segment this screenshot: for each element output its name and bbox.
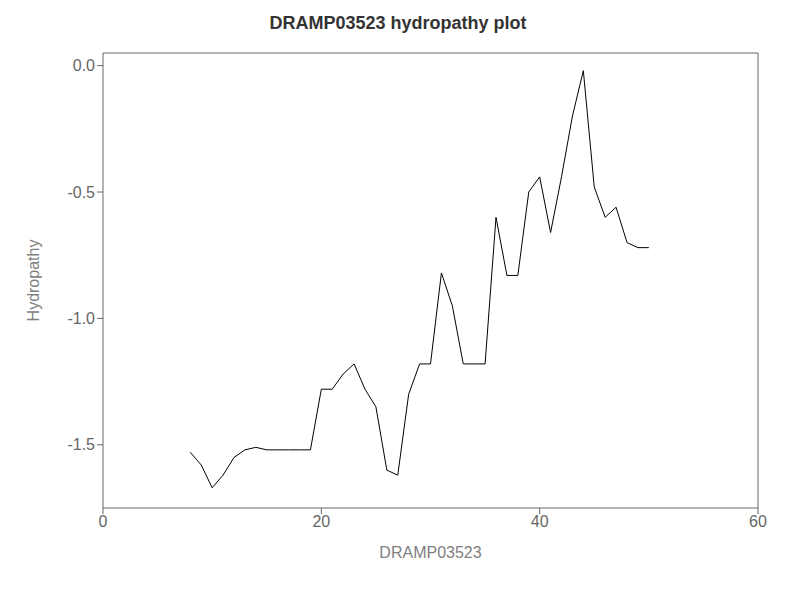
svg-text:-1.5: -1.5: [67, 436, 95, 453]
svg-text:60: 60: [749, 513, 767, 530]
svg-text:Hydropathy: Hydropathy: [25, 240, 42, 322]
svg-text:0: 0: [99, 513, 108, 530]
svg-text:0.0: 0.0: [73, 57, 95, 74]
svg-text:DRAMP03523: DRAMP03523: [379, 544, 481, 561]
svg-text:20: 20: [312, 513, 330, 530]
svg-text:-0.5: -0.5: [67, 184, 95, 201]
svg-text:-1.0: -1.0: [67, 310, 95, 327]
html-text:DRAMP03523 hydropathy plot: DRAMP03523 hydropathy plot: [269, 13, 527, 33]
svg-text:40: 40: [531, 513, 549, 530]
